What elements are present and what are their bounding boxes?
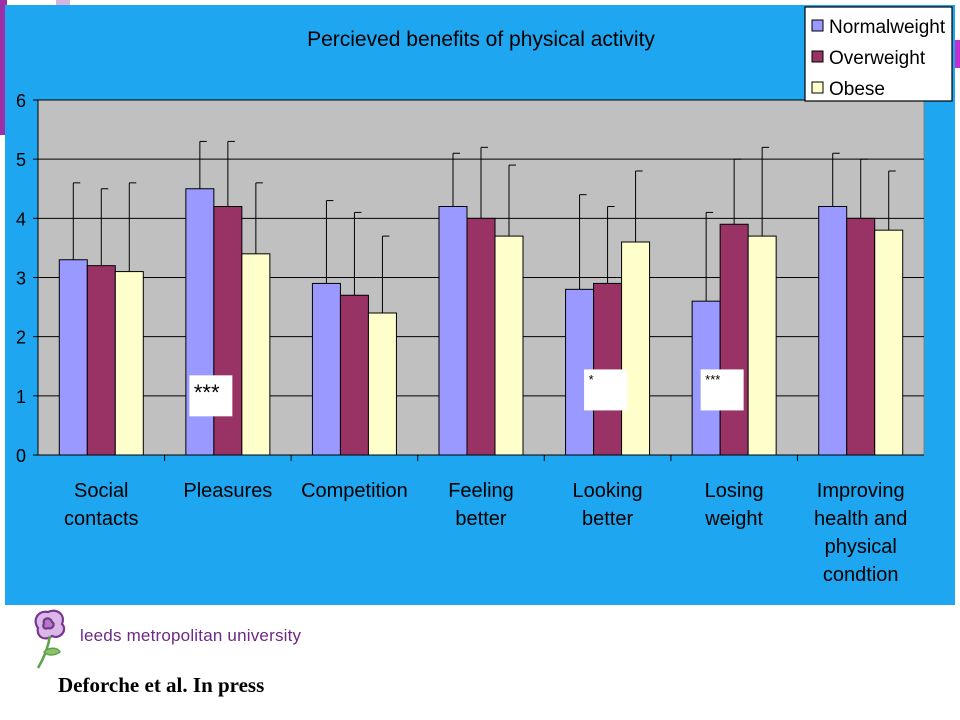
x-tick-label: contacts [64,508,138,530]
legend-swatch [811,81,824,94]
chart-title: Percieved benefits of physical activity [307,28,655,51]
bar [621,241,651,456]
bar [339,294,369,456]
annotation-box [584,369,628,411]
x-tick-label: health and [814,508,907,530]
bar [58,259,88,456]
x-tick-label: better [582,508,633,530]
bar [494,235,524,456]
y-tick-label: 2 [16,328,26,348]
bar [466,217,496,456]
legend-label: Obese [829,79,885,100]
x-tick-label: Social [74,480,128,502]
bar [438,206,468,456]
x-tick-label: Feeling [448,480,514,502]
bar [846,217,876,456]
x-tick-label: Competition [301,480,408,502]
bar [86,265,116,456]
legend-swatch [811,19,824,32]
annotation-text: *** [705,372,720,387]
x-tick-label: weight [704,508,763,530]
citation: Deforche et al. In press [58,673,265,697]
decorative-bar-right [953,40,960,68]
bar [114,271,144,456]
y-tick-label: 4 [16,209,26,229]
bar [241,253,271,456]
y-tick-label: 0 [16,446,26,466]
y-tick-label: 3 [16,269,26,289]
bar [874,229,904,456]
annotation-text: *** [194,380,220,405]
legend-box [804,6,953,102]
legend-label: Normalweight [829,17,946,38]
x-tick-label: Looking [573,480,643,502]
annotation-text: * [589,372,594,387]
x-tick-label: physical [825,536,897,558]
bar [311,282,341,456]
bar [593,282,623,456]
x-tick-label: condtion [823,564,899,586]
x-tick-label: Pleasures [183,480,272,502]
logo-text: leeds metropolitan university [80,626,302,645]
bar [367,312,397,456]
annotation-box [189,375,233,417]
y-tick-label: 1 [16,387,26,407]
x-tick-label: better [455,508,506,530]
x-tick-label: Improving [817,480,905,502]
bar [719,223,749,456]
y-tick-label: 5 [16,150,26,170]
bar [818,206,848,456]
annotation-box [700,369,744,411]
rose-icon [34,609,66,669]
decorative-bar-left [0,0,7,135]
bar [747,235,777,456]
decorative-square [56,0,70,8]
bar [213,206,243,456]
legend-swatch [811,50,824,63]
legend-label: Overweight [829,48,926,69]
x-tick-label: Losing [705,480,764,502]
university-logo [34,609,66,669]
y-tick-label: 6 [16,91,26,111]
